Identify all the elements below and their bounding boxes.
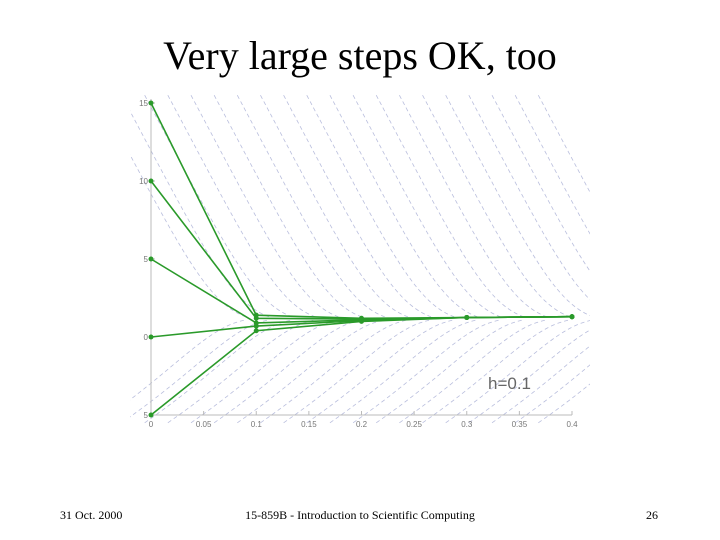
field-curve	[422, 319, 570, 424]
field-curve	[237, 319, 385, 424]
data-point	[569, 314, 575, 320]
slide-title: Very large steps OK, too	[163, 33, 557, 78]
x-tick-label: 0.2	[356, 420, 368, 429]
field-curve	[514, 95, 590, 235]
field-curve	[283, 95, 432, 318]
y-tick-label: 5	[144, 255, 149, 264]
y-tick-label: 15	[139, 99, 148, 108]
y-tick-label: 0	[144, 333, 149, 342]
footer-page-number: 26	[646, 508, 658, 522]
field-curve	[514, 364, 590, 424]
data-point	[253, 328, 259, 334]
series-line	[150, 258, 573, 324]
field-curve	[167, 95, 316, 318]
field-curve	[468, 95, 590, 301]
field-curve	[260, 319, 408, 424]
x-tick-label: 0.05	[196, 420, 212, 429]
direction-field	[130, 95, 590, 424]
field-curve	[144, 95, 293, 318]
field-curve	[167, 319, 316, 424]
field-curve	[445, 95, 590, 316]
x-tick-label: 0	[149, 420, 154, 429]
field-curve	[491, 345, 590, 424]
field-curve	[236, 95, 385, 318]
y-tick-label: 5	[144, 411, 149, 420]
data-point	[359, 318, 364, 324]
x-tick-label: 0.35	[512, 420, 528, 429]
data-point	[148, 412, 154, 418]
field-curve	[130, 319, 269, 418]
solution-paths	[148, 100, 575, 418]
field-curve	[375, 95, 524, 318]
field-curve	[144, 319, 293, 424]
field-curve	[329, 319, 478, 424]
field-curve	[491, 95, 590, 272]
x-tick-label: 0.25	[406, 420, 422, 429]
data-point	[148, 256, 154, 262]
field-curve	[213, 95, 362, 318]
series-line	[150, 180, 573, 320]
footer-date: 31 Oct. 2000	[60, 508, 123, 522]
data-point	[253, 315, 259, 321]
field-curve	[468, 329, 590, 424]
series-line	[150, 102, 573, 320]
field-curve	[260, 95, 408, 318]
field-curve	[306, 95, 455, 318]
field-curve	[283, 319, 432, 424]
step-size-annotation: h=0.1	[488, 374, 531, 393]
y-tick-label: 10	[139, 177, 148, 186]
field-curve	[422, 95, 571, 318]
field-curve	[352, 319, 501, 424]
x-tick-label: 0.3	[461, 420, 473, 429]
field-curve	[306, 319, 455, 424]
field-curve	[399, 95, 547, 318]
footer-course: 15-859B - Introduction to Scientific Com…	[245, 508, 475, 522]
x-tick-label: 0.1	[251, 420, 263, 429]
field-curve	[376, 319, 524, 424]
field-curve	[190, 95, 339, 318]
field-curve	[190, 319, 339, 424]
x-tick-label: 0.4	[566, 420, 578, 429]
field-curve	[130, 153, 246, 318]
data-point	[148, 334, 154, 340]
field-curve	[329, 95, 478, 318]
field-curve	[537, 95, 590, 193]
data-point	[148, 100, 154, 106]
field-curve	[213, 319, 362, 424]
field-curve	[445, 320, 590, 424]
field-curve	[130, 319, 246, 401]
x-tick-label: 0.15	[301, 420, 317, 429]
field-curve	[399, 319, 547, 424]
data-point	[148, 178, 154, 184]
data-point	[464, 315, 470, 320]
field-curve	[352, 95, 501, 318]
data-point	[253, 323, 259, 329]
